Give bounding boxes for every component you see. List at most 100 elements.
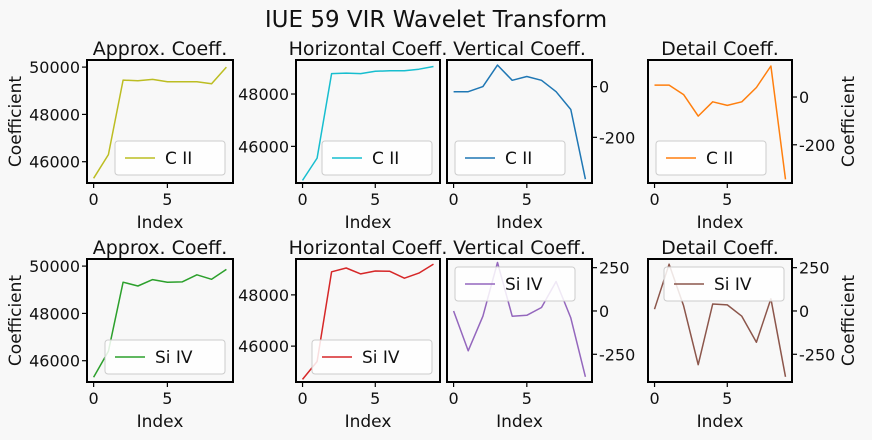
plot-frame bbox=[295, 258, 441, 383]
legend: Si IV bbox=[663, 266, 785, 302]
subplot-r1-c0: Approx. Coeff. 0 5 Index 46000 48000 50000Coef… bbox=[6, 237, 234, 432]
plot-frame bbox=[647, 59, 793, 184]
legend-label: Si IV bbox=[714, 275, 752, 295]
x-tick-label: 0 bbox=[297, 190, 307, 209]
plot-frame bbox=[86, 258, 234, 383]
legend: Si IV bbox=[454, 266, 576, 302]
subplot-title: Horizontal Coeff. bbox=[289, 237, 448, 259]
x-axis-label: Index bbox=[496, 412, 543, 432]
legend: C II bbox=[454, 140, 566, 176]
y-tick-label: 0 bbox=[599, 78, 609, 97]
y-tick-label: -200 bbox=[599, 128, 635, 147]
y-axis-label: Coefficient bbox=[839, 76, 859, 167]
x-tick-label: 5 bbox=[522, 389, 532, 408]
y-tick-label: 46000 bbox=[29, 352, 80, 371]
legend-box bbox=[114, 140, 226, 176]
legend-label: Si IV bbox=[505, 275, 543, 295]
series-line-c-ii bbox=[92, 66, 227, 179]
plot-frame bbox=[446, 258, 593, 383]
subplot-r1-c1: Horizontal Coeff. 0 5 Index 46000 48000 Si IV bbox=[238, 237, 447, 432]
legend-label: Si IV bbox=[155, 348, 193, 368]
series-line-si-iv bbox=[92, 268, 227, 378]
legend-label: Si IV bbox=[362, 348, 400, 368]
legend-label: C II bbox=[165, 149, 192, 169]
y-tick-label: 46000 bbox=[29, 153, 80, 172]
x-tick-label: 0 bbox=[297, 389, 307, 408]
x-tick-label: 5 bbox=[162, 389, 172, 408]
y-tick-label: -250 bbox=[799, 345, 835, 364]
x-tick-label: 5 bbox=[522, 190, 532, 209]
x-tick-label: 0 bbox=[448, 190, 458, 209]
legend-box bbox=[104, 339, 226, 375]
x-tick-label: 0 bbox=[448, 389, 458, 408]
subplot-title: Approx. Coeff. bbox=[93, 237, 228, 259]
series-line-c-ii bbox=[453, 64, 587, 180]
legend: Si IV bbox=[311, 339, 433, 375]
legend: C II bbox=[655, 140, 767, 176]
x-axis-label: Index bbox=[345, 213, 392, 233]
series-line-c-ii bbox=[301, 65, 434, 181]
subplot-r0-c0: Approx. Coeff. 0 5 Index 46000 48000 50000Coef… bbox=[6, 38, 234, 233]
plot-frame bbox=[86, 59, 234, 184]
y-tick-label: 48000 bbox=[29, 304, 80, 323]
subplot-r1-c2: Vertical Coeff. 0 5 Index -250 0 250 Si IV bbox=[446, 237, 635, 432]
subplot-title: Approx. Coeff. bbox=[93, 38, 228, 60]
x-tick-label: 0 bbox=[649, 389, 659, 408]
subplot-r1-c3: Detail Coeff. 0 5 Index -250 0 250 Coefficient S… bbox=[647, 237, 859, 432]
legend-label: C II bbox=[372, 149, 399, 169]
plot-frame bbox=[295, 59, 441, 184]
x-axis-label: Index bbox=[697, 412, 744, 432]
y-tick-label: 0 bbox=[799, 88, 809, 107]
legend-box bbox=[663, 266, 785, 302]
legend-box bbox=[454, 140, 566, 176]
plot-frame bbox=[647, 258, 793, 383]
subplot-title: Detail Coeff. bbox=[661, 38, 779, 60]
subplot-grid: Approx. Coeff.0 5Index460004800050000Coef… bbox=[6, 38, 859, 432]
subplot-r0-c1: Horizontal Coeff. 0 5 Index 46000 48000 C II bbox=[238, 38, 447, 233]
legend-label: C II bbox=[505, 149, 532, 169]
series-line-si-iv bbox=[301, 263, 434, 380]
series-line-c-ii bbox=[654, 65, 787, 180]
x-tick-label: 0 bbox=[89, 190, 99, 209]
x-tick-label: 5 bbox=[722, 190, 732, 209]
x-tick-label: 5 bbox=[370, 190, 380, 209]
subplot-r0-c3: Detail Coeff. 0 5 Index -200 0 Coefficient C II bbox=[647, 38, 859, 233]
y-tick-label: 46000 bbox=[238, 337, 289, 356]
x-tick-label: 5 bbox=[162, 190, 172, 209]
x-tick-label: 0 bbox=[89, 389, 99, 408]
plot-frame bbox=[446, 59, 593, 184]
legend-box bbox=[321, 140, 433, 176]
y-tick-label: 48000 bbox=[29, 105, 80, 124]
x-axis-label: Index bbox=[496, 213, 543, 233]
legend: C II bbox=[114, 140, 226, 176]
legend: C II bbox=[321, 140, 433, 176]
x-tick-label: 5 bbox=[722, 389, 732, 408]
y-tick-label: 46000 bbox=[238, 137, 289, 156]
y-axis-label: Coefficient bbox=[6, 76, 26, 167]
subplot-title: Detail Coeff. bbox=[661, 237, 779, 259]
y-tick-label: 250 bbox=[799, 259, 830, 278]
legend-box bbox=[655, 140, 767, 176]
x-axis-label: Index bbox=[137, 213, 184, 233]
figure-title: IUE 59 VIR Wavelet Transform bbox=[265, 7, 607, 33]
x-tick-label: 0 bbox=[649, 190, 659, 209]
subplot-title: Vertical Coeff. bbox=[453, 38, 586, 60]
y-tick-label: -250 bbox=[599, 345, 635, 364]
y-tick-label: 0 bbox=[799, 302, 809, 321]
y-tick-label: 50000 bbox=[29, 257, 80, 276]
y-axis-label: Coefficient bbox=[6, 275, 26, 366]
legend-label: C II bbox=[706, 149, 733, 169]
y-tick-label: 250 bbox=[599, 259, 630, 278]
y-tick-label: 48000 bbox=[238, 85, 289, 104]
y-tick-label: -200 bbox=[799, 136, 835, 155]
x-axis-label: Index bbox=[137, 412, 184, 432]
y-axis-label: Coefficient bbox=[839, 275, 859, 366]
y-tick-label: 48000 bbox=[238, 286, 289, 305]
subplot-r0-c2: Vertical Coeff. 0 5 Index -200 0 C II bbox=[446, 38, 635, 233]
legend-box bbox=[311, 339, 433, 375]
x-axis-label: Index bbox=[697, 213, 744, 233]
x-tick-label: 5 bbox=[370, 389, 380, 408]
subplot-title: Horizontal Coeff. bbox=[289, 38, 448, 60]
x-axis-label: Index bbox=[345, 412, 392, 432]
